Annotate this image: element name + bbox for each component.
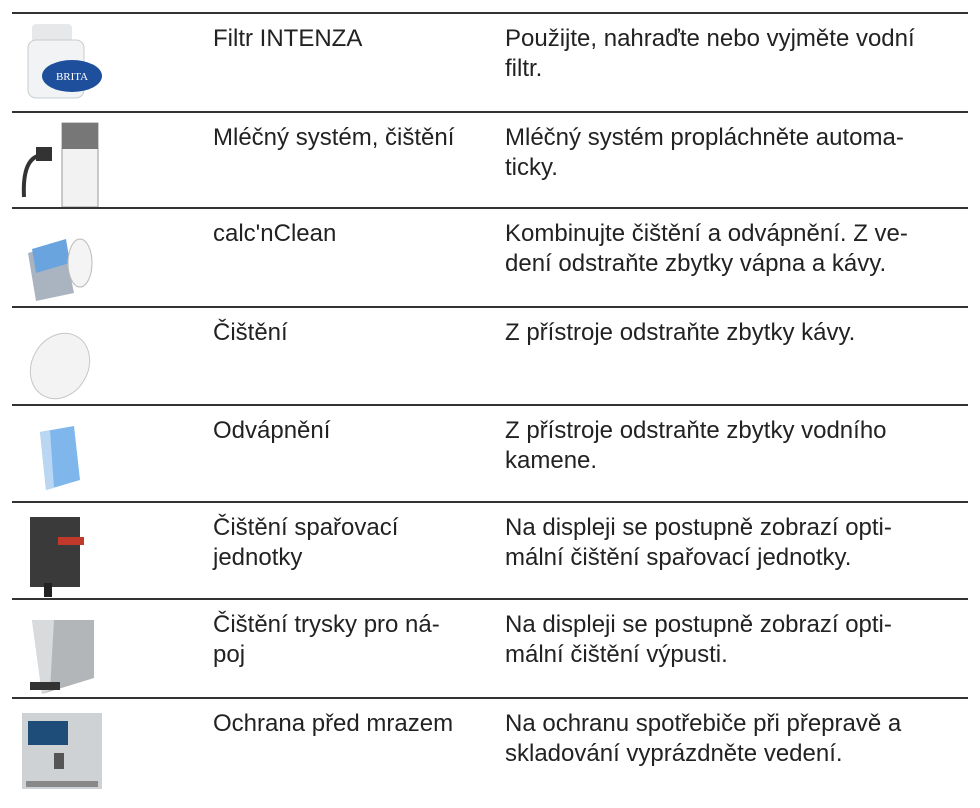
product-icon bbox=[22, 713, 102, 789]
item-name: calc'nClean bbox=[213, 219, 336, 249]
row-icon bbox=[14, 604, 110, 701]
text-line: calc'nClean bbox=[213, 220, 337, 247]
item-description: Použijte, nahraďte nebo vyjměte vodní fil… bbox=[505, 24, 915, 84]
row-divider bbox=[12, 306, 968, 308]
row-icon bbox=[14, 507, 110, 604]
item-name: Čištění bbox=[213, 318, 288, 348]
row-divider bbox=[12, 598, 968, 600]
text-line: jednotky bbox=[213, 544, 303, 571]
row-divider bbox=[12, 12, 968, 14]
text-line: Z přístroje odstraňte zbytky kávy. bbox=[505, 319, 856, 346]
text-line: mální čištění spařovací jednotky. bbox=[505, 544, 852, 571]
text-line: Odvápnění bbox=[213, 417, 331, 444]
text-line: Kombinujte čištění a odvápnění. Z ve- bbox=[505, 220, 908, 247]
product-icon bbox=[29, 332, 91, 400]
text-line: skladování vyprázdněte vedení. bbox=[505, 740, 843, 767]
item-description: Na displeji se postupně zobrazí opti-mál… bbox=[505, 513, 892, 573]
item-name: Čištění trysky pro ná-poj bbox=[213, 610, 440, 670]
row-icon bbox=[14, 213, 110, 310]
row-icon: BRITA bbox=[14, 18, 110, 115]
row-divider bbox=[12, 404, 968, 406]
product-icon bbox=[28, 238, 93, 301]
item-name: Mléčný systém, čištění bbox=[213, 123, 454, 153]
text-line: Na displeji se postupně zobrazí opti- bbox=[505, 611, 892, 638]
item-name: Čištění spařovací jednotky bbox=[213, 513, 398, 573]
text-line: Na displeji se postupně zobrazí opti- bbox=[505, 514, 892, 541]
row-divider bbox=[12, 697, 968, 699]
brand-label: BRITA bbox=[56, 71, 88, 83]
product-icon: BRITA bbox=[27, 24, 102, 99]
text-line: Z přístroje odstraňte zbytky vodního bbox=[505, 417, 887, 444]
item-name: Ochrana před mrazem bbox=[213, 709, 453, 739]
row-icon bbox=[14, 703, 110, 800]
row-icon bbox=[14, 410, 110, 507]
text-line: Mléčný systém, čištění bbox=[213, 124, 455, 151]
text-line: ticky. bbox=[505, 154, 558, 181]
text-line: poj bbox=[213, 641, 246, 668]
item-description: Mléčný systém propláchněte automa-ticky. bbox=[505, 123, 904, 183]
text-line: dení odstraňte zbytky vápna a kávy. bbox=[505, 250, 887, 277]
text-line: Použijte, nahraďte nebo vyjměte vodní bbox=[505, 25, 915, 52]
product-icon bbox=[30, 620, 94, 694]
text-line: mální čištění výpusti. bbox=[505, 641, 728, 668]
item-description: Z přístroje odstraňte zbytky vodního kame… bbox=[505, 416, 887, 476]
item-description: Na displeji se postupně zobrazí opti-mál… bbox=[505, 610, 892, 670]
text-line: Čištění spařovací bbox=[213, 514, 399, 541]
item-description: Z přístroje odstraňte zbytky kávy. bbox=[505, 318, 855, 348]
text-line: Filtr INTENZA bbox=[213, 25, 363, 52]
item-description: Kombinujte čištění a odvápnění. Z ve-den… bbox=[505, 219, 908, 279]
item-name: Odvápnění bbox=[213, 416, 330, 446]
text-line: Mléčný systém propláchněte automa- bbox=[505, 124, 904, 151]
text-line: Čištění bbox=[213, 319, 288, 346]
item-description: Na ochranu spotřebiče při přepravě a skla… bbox=[505, 709, 901, 769]
product-icon bbox=[21, 122, 99, 208]
row-icon bbox=[14, 117, 110, 214]
text-line: Čištění trysky pro ná- bbox=[213, 611, 440, 638]
text-line: filtr. bbox=[505, 55, 543, 82]
product-icon bbox=[40, 426, 80, 490]
text-line: kamene. bbox=[505, 447, 598, 474]
text-line: Ochrana před mrazem bbox=[213, 710, 454, 737]
row-icon bbox=[14, 312, 110, 409]
text-line: Na ochranu spotřebiče při přepravě a bbox=[505, 710, 902, 737]
row-divider bbox=[12, 111, 968, 113]
item-name: Filtr INTENZA bbox=[213, 24, 362, 54]
product-icon bbox=[30, 517, 84, 597]
row-divider bbox=[12, 501, 968, 503]
row-divider bbox=[12, 207, 968, 209]
